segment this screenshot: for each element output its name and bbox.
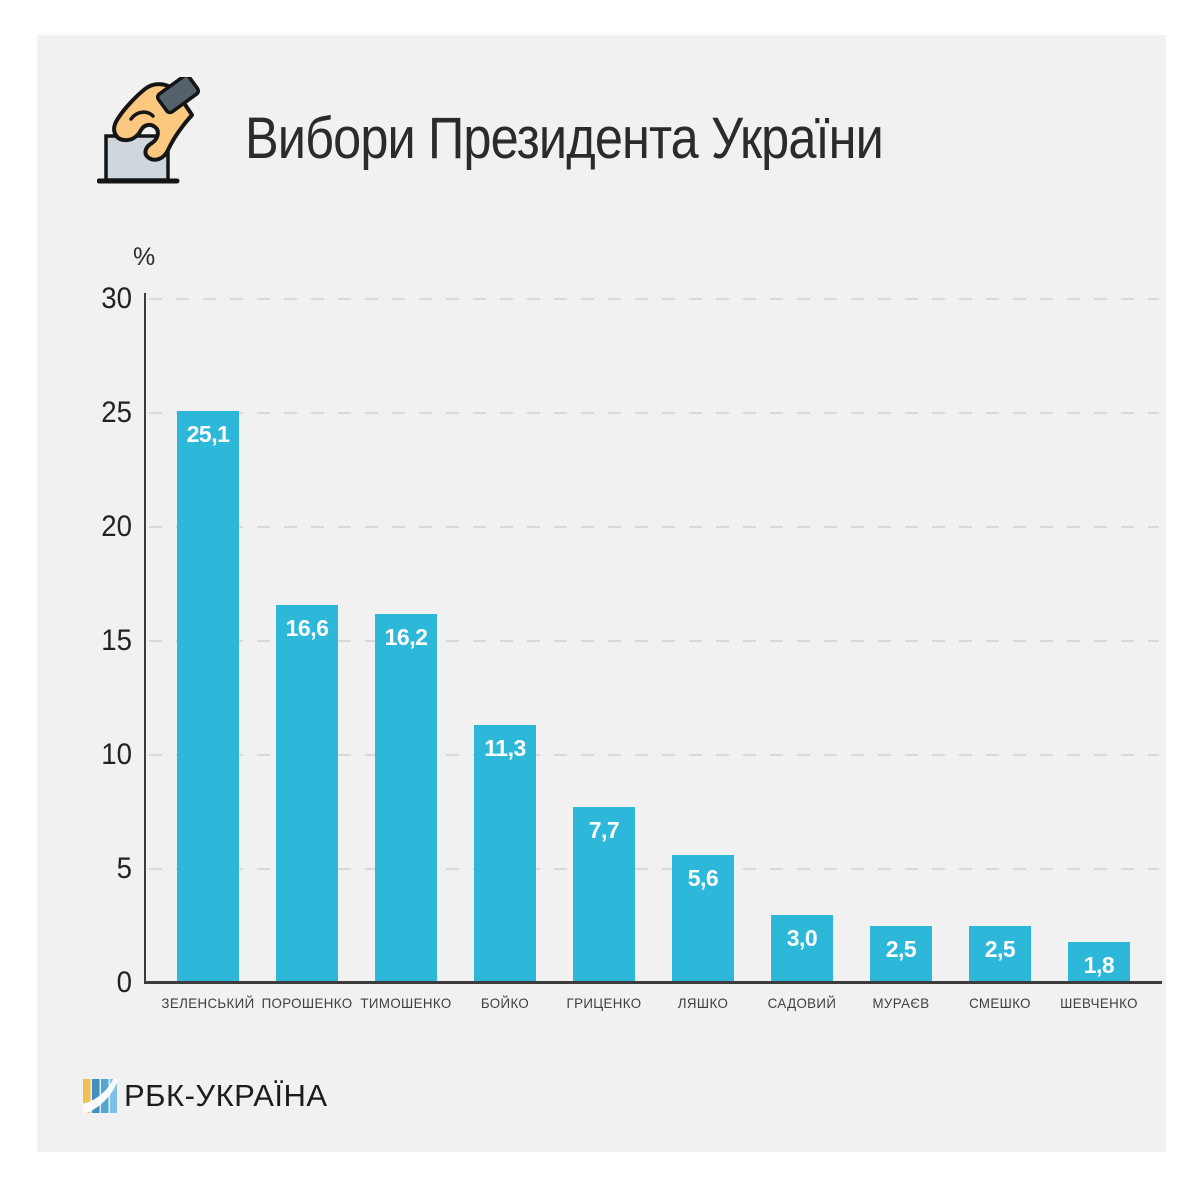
bar-бойко: 11,3 [474, 725, 536, 983]
ballot-box-hand-icon [97, 77, 200, 184]
x-category-label: ГРИЦЕНКО [566, 995, 642, 1011]
bar-ляшко: 5,6 [672, 855, 734, 983]
x-axis-line [144, 981, 1162, 984]
x-category-label: СМЕШКО [969, 995, 1031, 1011]
x-category-label: БОЙКО [480, 995, 530, 1011]
rbc-logo: РБК-УКРАЇНА [83, 1078, 328, 1114]
bar-смешко: 2,5 [969, 926, 1031, 983]
bar-value-label: 1,8 [1083, 952, 1115, 978]
x-category-label: ЛЯШКО [677, 995, 729, 1011]
gridline-30 [149, 298, 1159, 300]
bar-value-label: 2,5 [885, 936, 917, 962]
bar-value-label: 2,5 [984, 936, 1016, 962]
x-category-label: ШЕВЧЕНКО [1060, 995, 1138, 1011]
y-tick-label-20: 20 [101, 510, 132, 543]
y-tick-label-5: 5 [116, 852, 132, 885]
y-tick-label-15: 15 [101, 624, 132, 657]
y-axis-line [144, 293, 146, 983]
bar-тимошенко: 16,2 [375, 614, 437, 983]
gridline-10 [149, 754, 1159, 756]
y-tick-label-30: 30 [101, 282, 132, 315]
bar-value-label: 5,6 [687, 865, 719, 891]
gridline-5 [149, 868, 1159, 870]
rbc-logo-text: РБК-УКРАЇНА [124, 1078, 328, 1113]
finger-line [129, 110, 155, 121]
x-category-label: ЗЕЛЕНСЬКИЙ [161, 995, 255, 1011]
page-title: Вибори Президента України [245, 106, 884, 171]
x-category-label: САДОВИЙ [767, 995, 837, 1011]
bar-шевченко: 1,8 [1068, 942, 1130, 983]
rbc-logo-icon [83, 1079, 117, 1113]
bar-порошенко: 16,6 [276, 605, 338, 983]
bar-value-label: 11,3 [484, 735, 526, 761]
gridline-25 [149, 412, 1159, 414]
y-tick-label-10: 10 [101, 738, 132, 771]
gridline-20 [149, 526, 1159, 528]
bar-value-label: 16,2 [384, 624, 428, 650]
x-category-label: ТИМОШЕНКО [360, 995, 452, 1011]
y-tick-label-25: 25 [101, 396, 132, 429]
bar-value-label: 3,0 [786, 925, 818, 951]
bar-value-label: 16,6 [285, 615, 329, 641]
bar-гриценко: 7,7 [573, 807, 635, 983]
x-category-label: ПОРОШЕНКО [261, 995, 353, 1011]
gridline-15 [149, 640, 1159, 642]
bar-садовий: 3,0 [771, 915, 833, 983]
bar-мураєв: 2,5 [870, 926, 932, 983]
bar-value-label: 7,7 [588, 817, 620, 843]
bar-chart: % 0 5 10 15 20 25 30 25,1 16,6 16,2 11,3 7,7 5,6 3,0… [37, 35, 1166, 1152]
infographic-panel: Вибори Президента України % 0 5 10 15 20 25 30… [37, 35, 1166, 1152]
bar-value-label: 25,1 [186, 421, 230, 447]
sleeve-cuff [156, 77, 200, 115]
x-category-label: МУРАЄВ [872, 995, 930, 1011]
y-axis-unit-label: % [133, 243, 156, 271]
bar-зеленський: 25,1 [177, 411, 239, 983]
y-tick-label-0: 0 [116, 966, 132, 999]
